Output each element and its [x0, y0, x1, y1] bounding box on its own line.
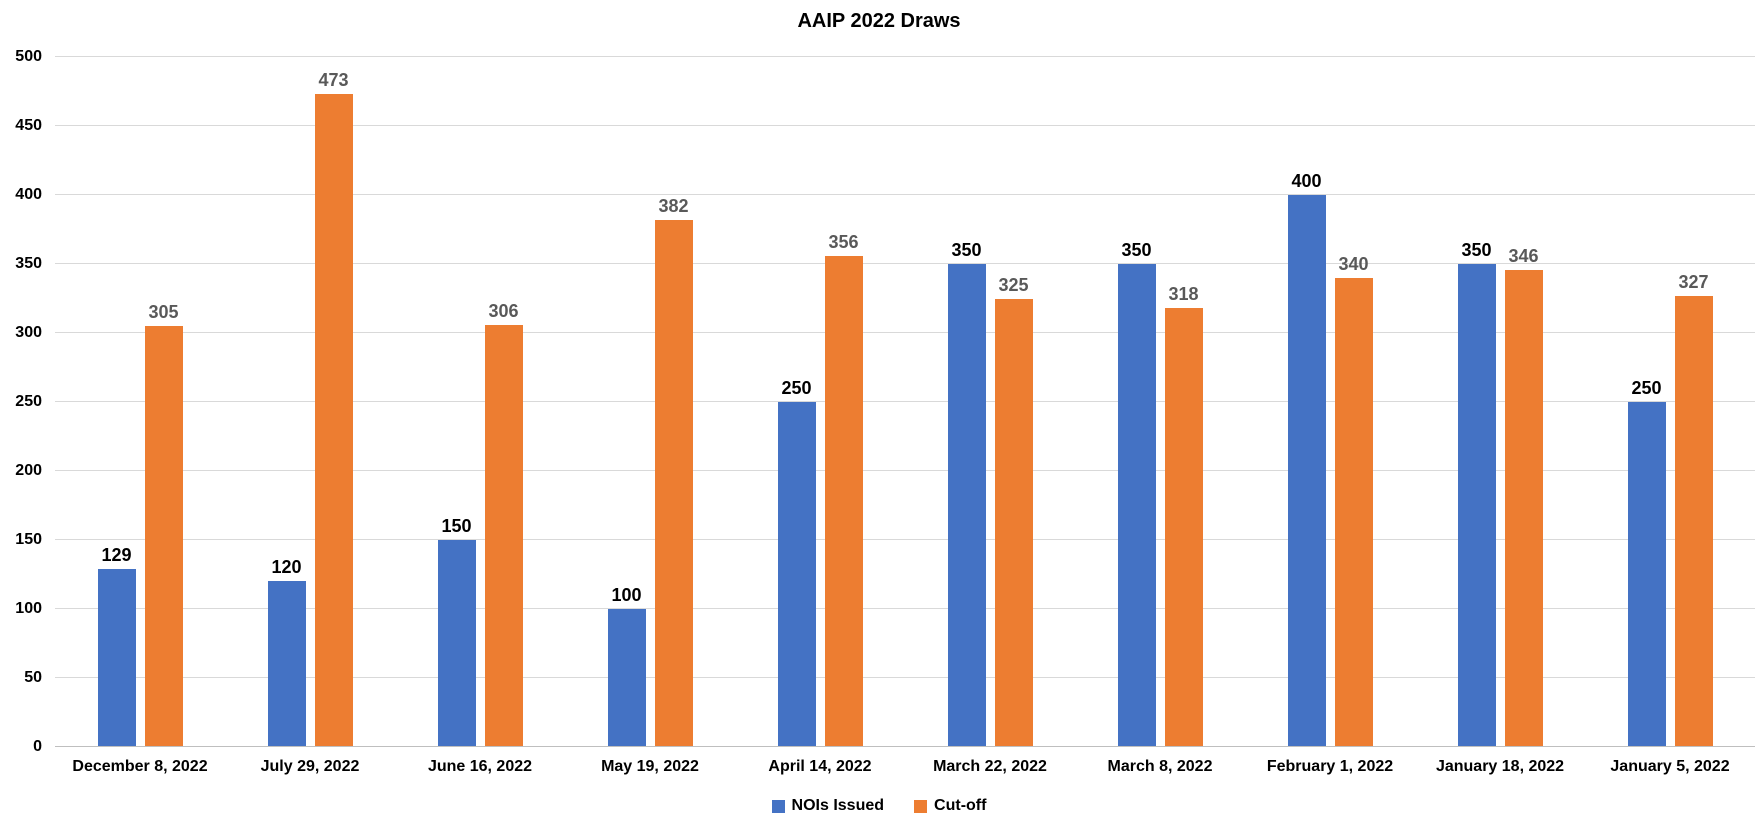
- gridline: [55, 56, 1755, 57]
- y-axis-tick-label: 50: [24, 669, 42, 686]
- data-label: 350: [1461, 240, 1492, 260]
- legend: NOIs Issued Cut-off: [0, 797, 1758, 815]
- bar-nois-issued: 250: [1627, 379, 1666, 747]
- x-axis-category-label: February 1, 2022: [1266, 758, 1394, 775]
- y-axis-tick-label: 400: [15, 186, 42, 203]
- y-axis-tick-label: 300: [15, 324, 42, 341]
- y-axis-tick-label: 500: [15, 48, 42, 65]
- gridline: [55, 125, 1755, 126]
- x-axis-category-label: March 22, 2022: [933, 758, 1047, 775]
- y-axis-tick-label: 100: [15, 600, 42, 617]
- data-label: 150: [441, 516, 472, 536]
- bar-group: 129 305: [55, 57, 225, 747]
- legend-swatch-icon: [771, 799, 785, 813]
- bar-group: 250 356: [735, 57, 905, 747]
- data-label: 325: [998, 274, 1029, 295]
- bar-cut-off: 340: [1334, 255, 1373, 747]
- legend-label: NOIs Issued: [791, 797, 885, 814]
- gridline: [55, 332, 1755, 333]
- y-axis: 0 50 100 150 200 250 300 350 400 450 500: [0, 49, 42, 755]
- gridline: [55, 263, 1755, 264]
- x-axis-category-label: May 19, 2022: [601, 758, 699, 775]
- y-axis-tick-label: 250: [15, 393, 42, 410]
- bar-cut-off: 318: [1164, 285, 1203, 747]
- bar-nois-issued: 400: [1287, 172, 1326, 747]
- bar-nois-issued: 350: [947, 241, 986, 747]
- y-axis-tick-label: 200: [15, 462, 42, 479]
- gridline: [55, 470, 1755, 471]
- data-label: 473: [318, 70, 349, 91]
- bar-group: 120 473: [225, 57, 395, 747]
- x-axis-category-label: April 14, 2022: [768, 758, 872, 775]
- data-label: 382: [658, 195, 689, 216]
- data-label: 400: [1291, 171, 1322, 191]
- y-axis-tick-label: 450: [15, 117, 42, 134]
- bar-group: 350 346: [1415, 57, 1585, 747]
- x-axis: December 8, 2022 July 29, 2022 June 16, 20…: [55, 747, 1755, 776]
- x-axis-line: [55, 746, 1755, 747]
- bar-group: 100 382: [565, 57, 735, 747]
- data-label: 306: [488, 300, 519, 321]
- x-axis-category-label: January 18, 2022: [1435, 758, 1565, 775]
- bar-cut-off: 473: [314, 71, 353, 747]
- bar-group: 400 340: [1245, 57, 1415, 747]
- bar-group: 250 327: [1585, 57, 1755, 747]
- data-label: 305: [148, 302, 179, 323]
- data-label: 318: [1168, 284, 1199, 305]
- legend-item: NOIs Issued: [771, 797, 885, 815]
- x-axis-category-label: December 8, 2022: [72, 758, 208, 775]
- legend-item: Cut-off: [914, 797, 986, 815]
- y-axis-tick-label: 350: [15, 255, 42, 272]
- chart-title: AAIP 2022 Draws: [797, 10, 961, 32]
- gridline: [55, 401, 1755, 402]
- data-label: 350: [951, 240, 982, 260]
- data-label: 340: [1338, 253, 1369, 274]
- data-label: 346: [1508, 245, 1539, 266]
- bar-cut-off: 382: [654, 197, 693, 747]
- y-axis-tick-label: 0: [33, 738, 42, 755]
- gridline: [55, 608, 1755, 609]
- x-axis-category-label: January 5, 2022: [1610, 758, 1730, 775]
- bar-nois-issued: 120: [267, 558, 306, 747]
- bar-nois-issued: 350: [1457, 241, 1496, 747]
- bar-cut-off: 325: [994, 276, 1033, 747]
- bar-cut-off: 305: [144, 303, 183, 747]
- plot-area: 129 305 120 473 150 306 100 382 250 356 350 325 350 3…: [55, 56, 1755, 747]
- legend-swatch-icon: [914, 799, 928, 813]
- bar-cut-off: 356: [824, 233, 863, 747]
- bar-nois-issued: 350: [1117, 241, 1156, 747]
- bar-cut-off: 327: [1674, 273, 1713, 747]
- data-label: 327: [1678, 271, 1709, 292]
- legend-label: Cut-off: [934, 797, 987, 814]
- bar-nois-issued: 129: [97, 546, 136, 747]
- bar-group: 350 318: [1075, 57, 1245, 747]
- bar-cut-off: 306: [484, 302, 523, 747]
- data-label: 129: [101, 544, 132, 565]
- x-axis-category-label: July 29, 2022: [260, 758, 360, 775]
- gridline: [55, 194, 1755, 195]
- bar-nois-issued: 250: [777, 379, 816, 747]
- x-axis-category-label: March 8, 2022: [1107, 758, 1213, 775]
- x-axis-category-label: June 16, 2022: [427, 758, 533, 775]
- data-label: 250: [781, 378, 812, 398]
- data-label: 120: [271, 557, 302, 578]
- bar-cut-off: 346: [1504, 247, 1543, 747]
- y-axis-tick-label: 150: [15, 531, 42, 548]
- bar-nois-issued: 100: [607, 586, 646, 747]
- gridline: [55, 539, 1755, 540]
- bar-group: 350 325: [905, 57, 1075, 747]
- bar-group: 150 306: [395, 57, 565, 747]
- gridline: [55, 677, 1755, 678]
- bars-container: 129 305 120 473 150 306 100 382 250 356 350 325 350 3…: [55, 57, 1755, 747]
- bar-nois-issued: 150: [437, 517, 476, 747]
- data-label: 100: [611, 585, 642, 605]
- data-label: 350: [1121, 240, 1152, 260]
- data-label: 356: [828, 231, 859, 252]
- data-label: 250: [1631, 378, 1662, 398]
